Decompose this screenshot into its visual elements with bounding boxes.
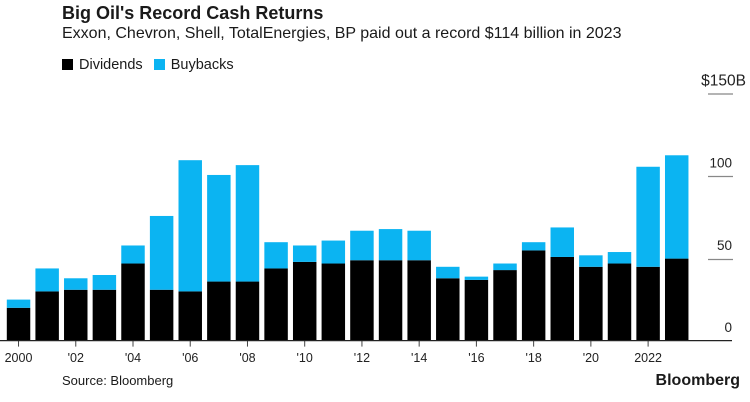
svg-text:2000: 2000 <box>5 351 33 365</box>
svg-text:'06: '06 <box>182 351 198 365</box>
svg-text:$150B: $150B <box>701 73 746 90</box>
svg-text:50: 50 <box>717 238 732 253</box>
svg-text:'08: '08 <box>239 351 255 365</box>
svg-text:'10: '10 <box>297 351 313 365</box>
svg-text:0: 0 <box>724 320 732 335</box>
svg-text:100: 100 <box>709 156 732 171</box>
svg-text:'04: '04 <box>125 351 141 365</box>
svg-text:'02: '02 <box>68 351 84 365</box>
svg-text:'18: '18 <box>525 351 541 365</box>
svg-text:2022: 2022 <box>634 351 662 365</box>
svg-text:'20: '20 <box>583 351 599 365</box>
svg-text:'14: '14 <box>411 351 427 365</box>
svg-text:'16: '16 <box>468 351 484 365</box>
svg-text:'12: '12 <box>354 351 370 365</box>
